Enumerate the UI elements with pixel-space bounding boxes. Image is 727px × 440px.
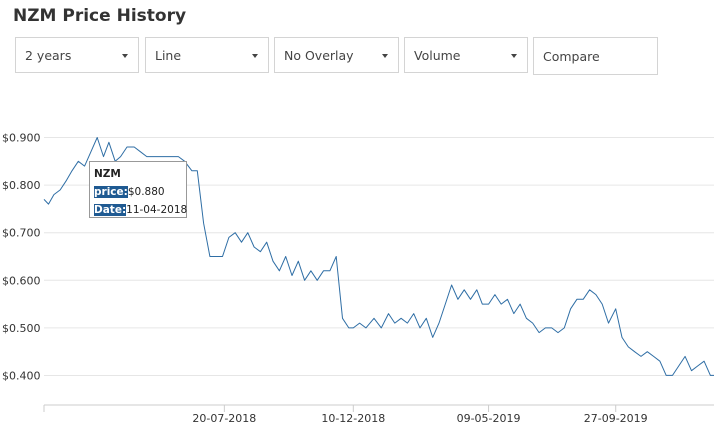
compare-input-placeholder: Compare [543,48,600,64]
tooltip-symbol: NZM [94,168,121,180]
chart-type-select-value: Line [155,47,182,63]
price-line[interactable] [43,137,714,376]
indicator-select-value: Volume [414,47,461,63]
y-tick-label: $0.700 [2,227,41,240]
chevron-down-icon [122,54,128,58]
period-select[interactable]: 2 years [15,37,139,73]
x-tick-label: 09-05-2019 [457,412,521,425]
tooltip-date-value: 11-04-2018 [126,204,188,216]
tooltip-price-row: price:$0.880 [94,183,182,201]
chevron-down-icon [382,54,388,58]
chart-type-select[interactable]: Line [145,37,269,73]
y-tick-label: $0.600 [2,274,41,287]
chevron-down-icon [252,54,258,58]
chart-tooltip: NZM price:$0.880 Date:11-04-2018 [89,161,187,218]
y-tick-label: $0.400 [2,369,41,382]
overlay-select[interactable]: No Overlay [274,37,399,73]
x-axis: 20-07-2018 10-12-2018 09-05-2019 27-09-2019 [43,404,714,425]
x-tick-label: 20-07-2018 [192,412,256,425]
tooltip-date-label: Date: [94,204,127,216]
x-tick-label: 10-12-2018 [321,412,385,425]
tooltip-price-label: price: [94,186,128,198]
y-axis: $0.400 $0.500 $0.600 $0.700 $0.800 $0.900 [2,132,41,383]
chevron-down-icon [511,54,517,58]
y-tick-label: $0.800 [2,179,41,192]
y-tick-label: $0.900 [2,132,41,145]
indicator-select[interactable]: Volume [404,37,528,73]
tooltip-date-row: Date:11-04-2018 [94,201,187,219]
period-select-value: 2 years [25,47,72,63]
compare-input[interactable]: Compare [533,37,658,75]
page-title: NZM Price History [13,6,187,26]
overlay-select-value: No Overlay [284,47,354,63]
x-tick-label: 27-09-2019 [584,412,648,425]
tooltip-price-value: $0.880 [127,186,165,198]
y-tick-label: $0.500 [2,322,41,335]
